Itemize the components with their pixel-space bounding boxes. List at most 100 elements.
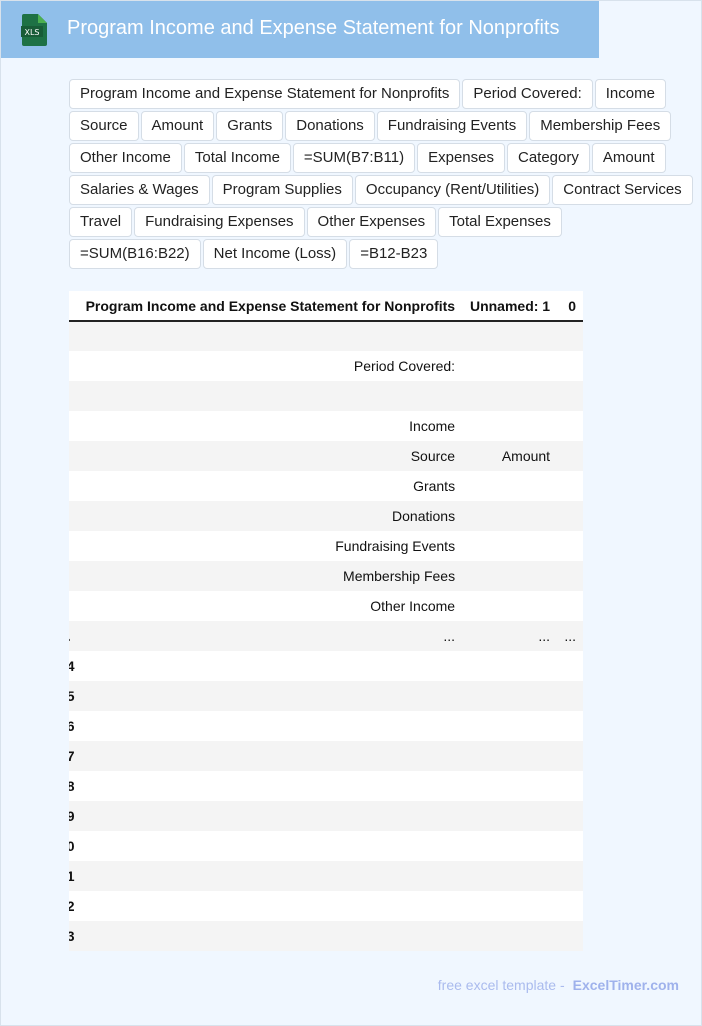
table-cell — [75, 741, 463, 771]
row-index: 22 — [69, 898, 75, 914]
row-index: 23 — [69, 921, 75, 951]
cell-chip[interactable]: Category — [506, 143, 590, 173]
row-index: 2 — [69, 381, 75, 411]
cell-chip[interactable]: Income — [594, 79, 666, 109]
cell-chip[interactable]: Contract Services — [552, 175, 693, 205]
cell-chip[interactable]: Amount — [140, 111, 215, 141]
cell-chip[interactable]: Amount — [591, 143, 666, 173]
table-cell — [75, 681, 463, 711]
table-cell — [462, 531, 557, 561]
table-cell — [462, 861, 558, 891]
table-row: 1Period Covered: — [69, 351, 583, 381]
cell-chip[interactable]: Total Expenses — [438, 207, 562, 237]
cell-chip[interactable]: Expenses — [417, 143, 505, 173]
footer-text: free excel template - — [437, 977, 565, 993]
cell-chip[interactable]: Program Supplies — [211, 175, 353, 205]
table-cell: Membership Fees — [75, 561, 463, 591]
table-cell — [557, 771, 583, 801]
table-cell — [557, 411, 583, 441]
table-cell: Period Covered: — [353, 358, 456, 374]
cell-chip[interactable]: Net Income (Loss) — [202, 239, 348, 269]
cell-chip[interactable]: Total Income — [183, 143, 291, 173]
row-index: 18 — [69, 778, 75, 794]
table-row: 20 — [69, 831, 583, 861]
row-index: 21 — [69, 861, 75, 891]
table-cell — [557, 651, 583, 681]
table-cell — [75, 381, 463, 411]
row-index: 14 — [69, 658, 75, 674]
table-cell — [557, 441, 583, 471]
table-row: 4SourceAmount — [69, 441, 583, 471]
table-cell — [462, 771, 557, 801]
table-cell — [462, 351, 557, 381]
table-row: 2 — [69, 381, 583, 411]
table-cell — [462, 801, 558, 831]
row-index: 20 — [69, 838, 75, 854]
table-row: 7Fundraising Events — [69, 531, 583, 561]
cell-chip[interactable]: Salaries & Wages — [69, 175, 210, 205]
table-cell — [462, 741, 558, 771]
row-index: 17 — [69, 741, 75, 771]
table-cell: ... — [557, 621, 583, 651]
row-index: ... — [69, 621, 75, 651]
row-index: 16 — [69, 718, 75, 734]
table-cell — [557, 801, 583, 831]
table-cell — [557, 891, 583, 921]
table-row: 18 — [69, 771, 583, 801]
table-cell — [557, 351, 583, 381]
cell-chip[interactable]: Donations — [285, 111, 375, 141]
svg-text:XLS: XLS — [24, 28, 39, 37]
cell-chip[interactable]: Fundraising Events — [376, 111, 528, 141]
cell-chip[interactable]: =B12-B23 — [349, 239, 439, 269]
table-cell — [75, 711, 462, 741]
table-cell — [462, 891, 557, 921]
cell-chip[interactable]: Other Expenses — [306, 207, 437, 237]
table-cell — [75, 801, 463, 831]
table-cell — [557, 681, 583, 711]
table-cell — [75, 891, 462, 921]
cell-chip[interactable]: Grants — [216, 111, 284, 141]
table-row: 17 — [69, 741, 583, 771]
column-header — [69, 291, 75, 322]
table-row: 16 — [69, 711, 583, 741]
data-table: Program Income and Expense Statement for… — [69, 291, 583, 951]
cell-chip[interactable]: Source — [69, 111, 139, 141]
table-cell — [557, 321, 583, 351]
column-header: Program Income and Expense Statement for… — [75, 291, 463, 322]
cell-chip[interactable]: Travel — [69, 207, 133, 237]
cell-chip[interactable]: Occupancy (Rent/Utilities) — [354, 175, 551, 205]
cell-chip[interactable]: Fundraising Expenses — [134, 207, 305, 237]
table-cell — [557, 831, 583, 861]
cell-chip[interactable]: Membership Fees — [529, 111, 672, 141]
cell-chip[interactable]: =SUM(B7:B11) — [292, 143, 416, 173]
table-row: 0 — [69, 321, 583, 351]
table-cell — [462, 681, 558, 711]
cell-chip[interactable]: =SUM(B16:B22) — [69, 239, 201, 269]
table-cell — [557, 471, 583, 501]
row-index: 15 — [69, 681, 75, 711]
table-cell — [557, 561, 583, 591]
footer-brand-link[interactable]: ExcelTimer.com — [572, 977, 679, 993]
table-cell: Income — [409, 418, 456, 434]
table-cell — [557, 591, 583, 621]
row-index: 0 — [69, 321, 75, 351]
table-cell: Fundraising Events — [335, 538, 456, 554]
table-cell — [462, 411, 557, 441]
table-row: 9Other Income — [69, 591, 583, 621]
table-row: 6Donations — [69, 501, 583, 531]
table-cell — [462, 381, 558, 411]
cell-chip[interactable]: Other Income — [69, 143, 182, 173]
table-cell — [462, 921, 558, 951]
table-cell — [557, 531, 583, 561]
table-cell: Other Income — [370, 598, 456, 614]
table-cell — [462, 711, 557, 741]
table-row: ............ — [69, 621, 583, 651]
table-row: 3Income — [69, 411, 583, 441]
table-cell — [462, 651, 557, 681]
table-cell — [75, 651, 462, 681]
cell-chip[interactable]: Program Income and Expense Statement for… — [69, 79, 461, 109]
cell-chip[interactable]: Period Covered: — [462, 79, 593, 109]
table-cell — [557, 381, 583, 411]
table-cell — [462, 501, 558, 531]
table-row: 21 — [69, 861, 583, 891]
